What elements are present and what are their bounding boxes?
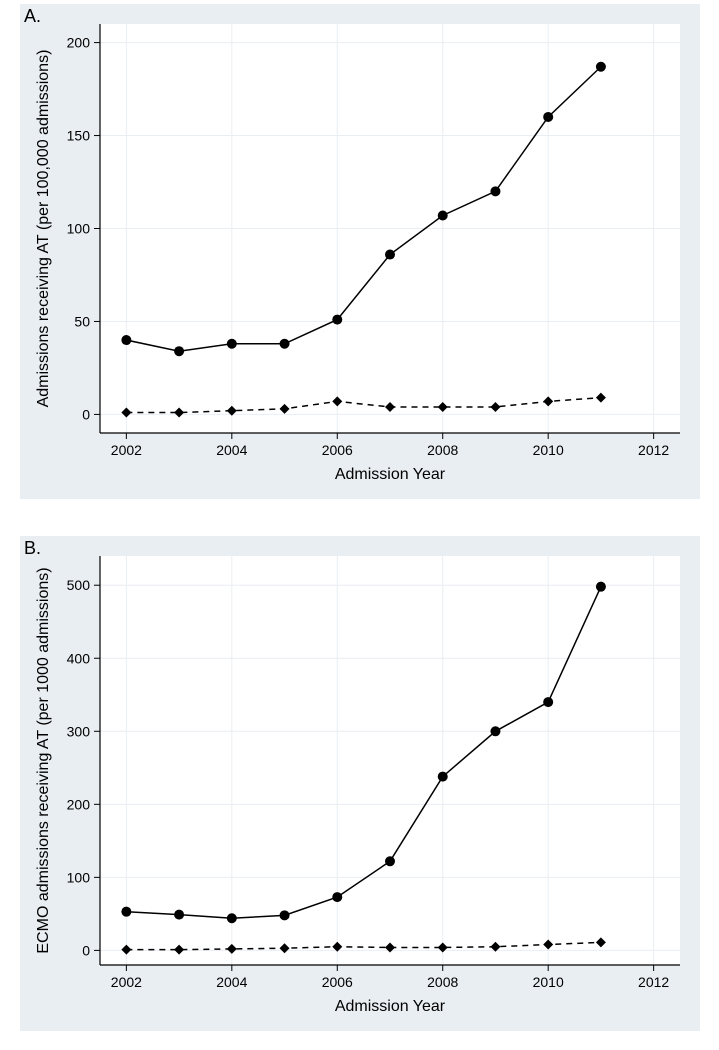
marker-circle bbox=[596, 62, 606, 72]
marker-circle bbox=[121, 907, 131, 917]
y-tick-label: 0 bbox=[82, 406, 90, 422]
marker-circle bbox=[332, 315, 342, 325]
marker-circle bbox=[227, 339, 237, 349]
marker-circle bbox=[174, 346, 184, 356]
x-tick-label: 2012 bbox=[638, 442, 669, 458]
marker-circle bbox=[596, 582, 606, 592]
marker-circle bbox=[543, 112, 553, 122]
panel-label: B. bbox=[24, 538, 41, 558]
marker-circle bbox=[174, 910, 184, 920]
marker-circle bbox=[438, 772, 448, 782]
y-tick-label: 0 bbox=[82, 942, 90, 958]
plot-area bbox=[100, 556, 680, 965]
marker-circle bbox=[490, 726, 500, 736]
panel-b: B. 2002 2004 2006 2008 2010 2012 0 100 200 300 400 5… bbox=[20, 536, 700, 1031]
marker-circle bbox=[438, 210, 448, 220]
y-tick-label: 200 bbox=[67, 796, 91, 812]
panel-a: A. 2002 2004 2006 2008 2010 2012 0 50 100 150 200 Ad… bbox=[20, 4, 700, 499]
x-axis-label: Admission Year bbox=[335, 998, 446, 1015]
marker-circle bbox=[543, 697, 553, 707]
x-tick-label: 2012 bbox=[638, 974, 669, 990]
marker-circle bbox=[121, 335, 131, 345]
x-tick-label: 2008 bbox=[427, 442, 458, 458]
marker-circle bbox=[280, 339, 290, 349]
y-tick-label: 50 bbox=[74, 313, 90, 329]
chart-svg: A. 2002 2004 2006 2008 2010 2012 0 50 100 150 200 Ad… bbox=[20, 4, 700, 499]
marker-circle bbox=[332, 892, 342, 902]
y-tick-label: 100 bbox=[67, 221, 91, 237]
x-tick-label: 2006 bbox=[322, 974, 353, 990]
y-tick-label: 200 bbox=[67, 35, 91, 51]
x-tick-label: 2006 bbox=[322, 442, 353, 458]
y-tick-label: 300 bbox=[67, 723, 91, 739]
y-axis-label: Admissions receiving AT (per 100,000 adm… bbox=[35, 50, 52, 408]
x-tick-label: 2008 bbox=[427, 974, 458, 990]
y-tick-label: 400 bbox=[67, 650, 91, 666]
x-tick-label: 2010 bbox=[533, 442, 564, 458]
marker-circle bbox=[280, 910, 290, 920]
y-tick-label: 150 bbox=[67, 128, 91, 144]
y-tick-label: 500 bbox=[67, 577, 91, 593]
chart-svg: B. 2002 2004 2006 2008 2010 2012 0 100 200 300 400 5… bbox=[20, 536, 700, 1031]
panel-label: A. bbox=[24, 6, 41, 26]
marker-circle bbox=[490, 186, 500, 196]
marker-circle bbox=[385, 856, 395, 866]
y-tick-label: 100 bbox=[67, 869, 91, 885]
x-tick-label: 2002 bbox=[111, 442, 142, 458]
x-tick-label: 2004 bbox=[216, 442, 247, 458]
x-tick-label: 2010 bbox=[533, 974, 564, 990]
x-axis-label: Admission Year bbox=[335, 466, 446, 483]
x-tick-label: 2002 bbox=[111, 974, 142, 990]
x-tick-label: 2004 bbox=[216, 974, 247, 990]
marker-circle bbox=[227, 913, 237, 923]
y-axis-label: ECMO admissions receiving AT (per 1000 a… bbox=[35, 567, 52, 953]
marker-circle bbox=[385, 250, 395, 260]
